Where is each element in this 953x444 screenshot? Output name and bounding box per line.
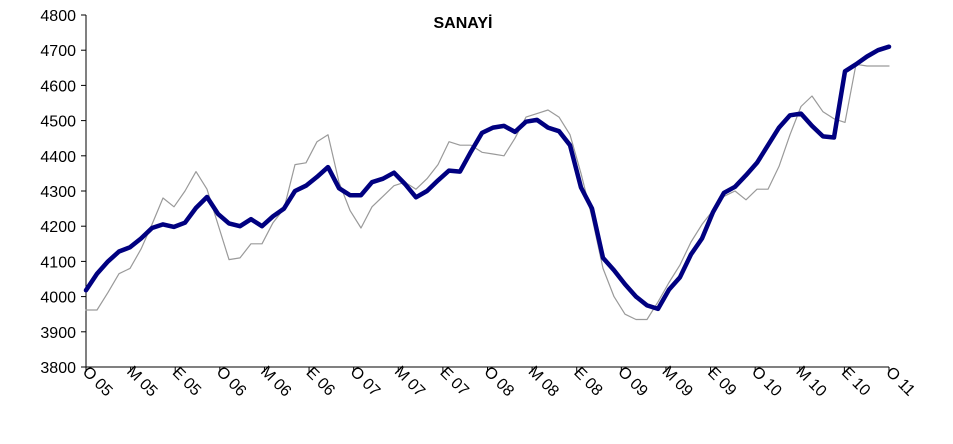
y-tick-label: 4100 — [40, 254, 76, 271]
x-tick-label: M 10 — [792, 363, 829, 400]
x-tick-label: O 06 — [213, 364, 250, 401]
x-tick-label: O 08 — [480, 364, 517, 401]
x-tick-label: O 09 — [614, 364, 651, 401]
series-line-thin — [85, 63, 890, 321]
y-tick-label: 3900 — [40, 325, 76, 342]
x-tick-label: M 08 — [525, 363, 562, 400]
y-tick-label: 4200 — [40, 219, 76, 236]
x-tick-label: O 11 — [882, 364, 918, 400]
x-tick-label: E 10 — [838, 364, 873, 399]
y-tick-label: 4500 — [40, 114, 76, 131]
y-tick-label: 4700 — [40, 43, 76, 60]
x-axis: O 05 M 05 E 05 O 06 M 06 E 06 O 07 M 07 E 07 O 08… — [79, 363, 918, 400]
x-tick-label: O 07 — [347, 364, 384, 401]
chart-title: SANAYİ — [434, 14, 493, 32]
x-tick-label: M 09 — [659, 363, 696, 400]
x-tick-label: O 05 — [79, 364, 116, 401]
series-line-thick — [83, 44, 892, 312]
y-axis: 3800 3900 4000 4100 4200 4300 4400 4500 4600 4700… — [40, 8, 87, 377]
x-tick-label: M 06 — [257, 363, 294, 400]
x-tick-label: M 07 — [391, 363, 428, 400]
x-tick-label: E 09 — [704, 364, 739, 399]
y-tick-label: 4600 — [40, 78, 76, 95]
x-tick-label: E 07 — [436, 364, 471, 399]
y-tick-label: 4400 — [40, 149, 76, 166]
x-tick-label: E 06 — [303, 364, 338, 399]
series-layer — [83, 44, 892, 321]
y-tick-label: 4800 — [40, 8, 76, 25]
x-tick-label: M 05 — [123, 363, 160, 400]
y-tick-label: 4000 — [40, 290, 76, 307]
x-tick-label: E 05 — [169, 364, 204, 399]
y-tick-label: 3800 — [40, 360, 76, 377]
y-tick-label: 4300 — [40, 184, 76, 201]
x-tick-label: O 10 — [748, 364, 785, 401]
x-tick-label: E 08 — [570, 364, 605, 399]
